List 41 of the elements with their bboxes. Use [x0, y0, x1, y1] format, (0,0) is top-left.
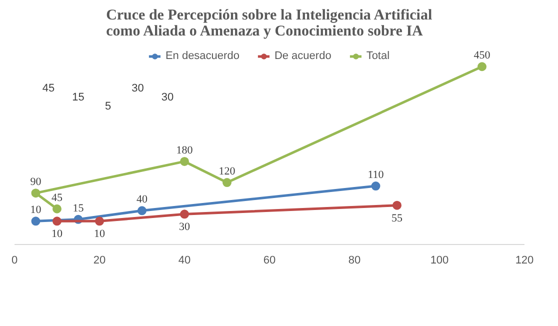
data-label: 10: [30, 204, 42, 216]
point: [52, 204, 62, 214]
point: [371, 182, 380, 191]
point: [180, 210, 189, 219]
point: [222, 178, 232, 188]
data-label: 120: [218, 166, 236, 178]
data-label: 30: [179, 221, 190, 234]
x-tick-label: 60: [263, 254, 276, 266]
data-label: 110: [368, 169, 384, 182]
legend-label: De acuerdo: [274, 50, 332, 62]
annotation: 5: [104, 100, 112, 112]
data-label: 55: [392, 212, 403, 224]
data-label: 10: [52, 228, 63, 240]
point: [52, 216, 62, 226]
legend-label: Total: [366, 50, 390, 62]
data-label: 450: [474, 50, 491, 62]
point: [392, 200, 402, 210]
data-label: 15: [72, 202, 84, 214]
legend-label: En desacuerdo: [165, 50, 240, 62]
x-tick-label: 120: [515, 254, 534, 266]
x-tick-label: 40: [178, 254, 191, 266]
point: [95, 216, 104, 226]
x-tick-label: 20: [93, 254, 106, 266]
point: [31, 216, 40, 226]
annotation: 45: [42, 82, 55, 94]
data-label: 90: [30, 176, 42, 188]
point: [180, 156, 189, 166]
data-label: 45: [52, 192, 63, 204]
point: [31, 188, 40, 198]
annotation: 15: [72, 91, 84, 104]
x-tick-label: 100: [430, 254, 449, 266]
data-label: 180: [176, 144, 194, 156]
x-tick-label: 0: [11, 254, 18, 266]
chart-title: Cruce de Percepción sobre la Inteligencia Artificial como Aliada o Amenaza y Conocimiento sobre IA: [106, 8, 432, 40]
x-tick-label: 80: [348, 254, 361, 266]
annotation: 30: [132, 82, 144, 94]
data-label: 40: [136, 194, 148, 206]
annotation: 30: [161, 91, 174, 104]
point: [138, 206, 146, 216]
data-label: 10: [94, 228, 106, 240]
point: [478, 62, 486, 72]
